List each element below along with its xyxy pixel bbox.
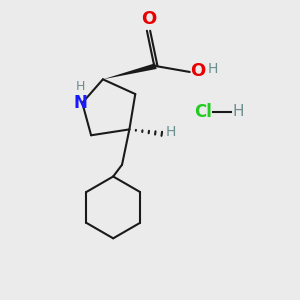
Polygon shape	[103, 63, 157, 79]
Text: O: O	[141, 11, 156, 28]
Text: H: H	[208, 62, 218, 76]
Text: O: O	[190, 62, 206, 80]
Text: H: H	[232, 104, 244, 119]
Text: H: H	[76, 80, 86, 94]
Text: H: H	[165, 125, 176, 139]
Text: Cl: Cl	[194, 103, 212, 121]
Text: N: N	[74, 94, 88, 112]
